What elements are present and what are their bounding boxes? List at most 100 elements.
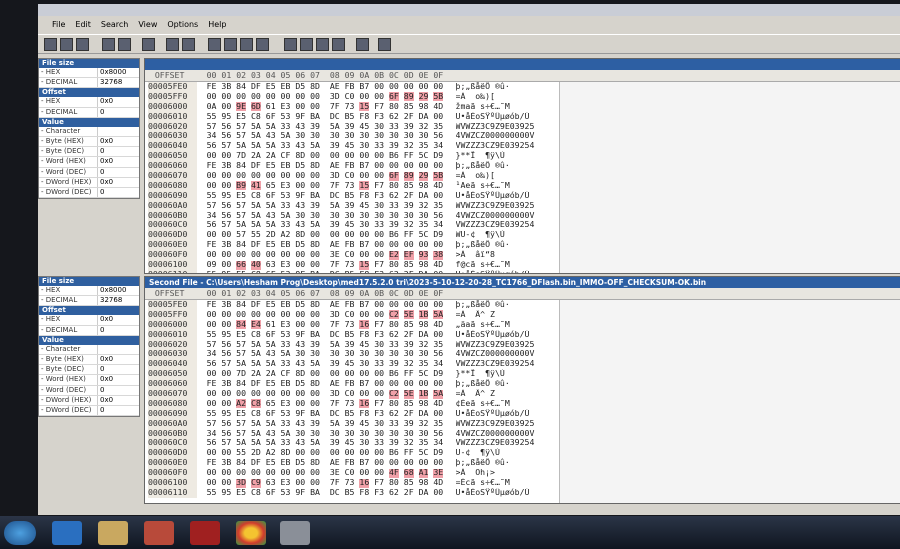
hex-bytes: 56 57 5A 5A 5A 33 43 5A 39 45 30 33 39 3… xyxy=(206,437,444,448)
tool-button[interactable] xyxy=(102,38,115,51)
info-value: 32768 xyxy=(97,296,139,306)
hex-row: 00005FE0 FE 3B 84 DF E5 EB D5 8D AE FB B7… xyxy=(145,81,900,92)
hex-bytes: 55 95 E5 C8 6F 53 9F BA DC B5 F8 F3 62 2… xyxy=(206,328,444,339)
ascii: WU-¢ ¶ÿ\Ù xyxy=(455,230,505,240)
diff-highlight xyxy=(236,399,247,409)
info-label: - Byte (HEX) xyxy=(41,136,84,145)
tool-button[interactable] xyxy=(44,38,57,51)
hex-row: 000060C0 56 57 5A 5A 5A 33 43 5A 39 45 30… xyxy=(145,437,900,449)
taskbar-icon[interactable] xyxy=(190,521,220,545)
offset: 00006030 xyxy=(147,349,198,360)
hex-row: 00006010 55 95 E5 C8 6F 53 9F BA DC B5 F8… xyxy=(145,111,900,122)
menu-item[interactable]: Edit xyxy=(75,20,91,29)
menu-item[interactable]: Help xyxy=(208,20,227,29)
offset: 00006020 xyxy=(147,339,198,350)
taskbar-icon[interactable] xyxy=(98,521,128,545)
hex-row: 00006070 00 00 00 00 00 00 00 00 3D C0 00… xyxy=(145,170,900,181)
tool-button[interactable] xyxy=(332,38,345,51)
tool-button[interactable] xyxy=(256,38,269,51)
column-label: 0C xyxy=(388,70,399,80)
tool-button[interactable] xyxy=(284,38,297,51)
info-row: - DECIMAL 0 xyxy=(39,325,139,336)
info-row: - DECIMAL 32768 xyxy=(39,78,139,89)
diff-highlight xyxy=(388,250,399,260)
info-row: - Character xyxy=(39,126,139,137)
taskbar-icon[interactable] xyxy=(52,521,82,545)
tool-button[interactable] xyxy=(60,38,73,51)
info-row: - Character xyxy=(39,344,139,355)
tool-button[interactable] xyxy=(356,38,369,51)
diff-highlight xyxy=(388,92,399,102)
diff-highlight xyxy=(388,310,399,320)
column-label: 04 xyxy=(265,70,276,80)
ascii: ¹Aeã s÷€…˜M xyxy=(455,180,510,190)
column-header: OFFSET 00 01 02 03 04 05 06 07 08 09 0A 0B 0C 0D 0E 0F xyxy=(145,288,900,300)
hex-row: 000060F0 00 00 00 00 00 00 00 00 3E C0 00… xyxy=(145,467,900,479)
diff-highlight xyxy=(433,250,444,260)
start-button[interactable] xyxy=(4,521,36,545)
taskbar-icon[interactable] xyxy=(144,521,174,545)
section-header: File size xyxy=(39,59,139,68)
column-label: 02 xyxy=(236,70,247,80)
tool-button[interactable] xyxy=(224,38,237,51)
info-label: - Byte (DEC) xyxy=(41,365,85,374)
diff-highlight xyxy=(250,260,261,270)
info-value: 0 xyxy=(97,325,139,335)
offset: 000060C0 xyxy=(147,220,198,231)
tool-button[interactable] xyxy=(166,38,179,51)
hex-compare-window: File Edit Search View Options Help File size -… xyxy=(38,4,900,515)
tool-button[interactable] xyxy=(378,38,391,51)
tool-button[interactable] xyxy=(182,38,195,51)
ascii: >À Oh¡> xyxy=(455,468,495,478)
tool-button[interactable] xyxy=(316,38,329,51)
tool-button[interactable] xyxy=(208,38,221,51)
offset: 00006000 xyxy=(147,319,198,330)
hex-bytes: 34 56 57 5A 43 5A 30 30 30 30 30 30 30 3… xyxy=(206,130,444,141)
hex-row: 00006000 0A 00 9E 6D 61 E3 00 00 7F 73 15… xyxy=(145,101,900,112)
offset: 00005FE0 xyxy=(147,81,198,92)
info-value: 0x0 xyxy=(97,354,139,365)
offset: 000060A0 xyxy=(147,418,198,429)
column-label: 0A xyxy=(359,70,370,80)
diff-highlight xyxy=(433,389,444,399)
hex-bytes: 34 56 57 5A 43 5A 30 30 30 30 30 30 30 3… xyxy=(206,209,444,220)
offset: 00006080 xyxy=(147,180,198,191)
hex-row: 00006040 56 57 5A 5A 5A 33 43 5A 39 45 30… xyxy=(145,358,900,370)
offset: 00006050 xyxy=(147,150,198,162)
tool-button[interactable] xyxy=(76,38,89,51)
pane-body: OFFSET 00 01 02 03 04 05 06 07 08 09 0A 0B 0C 0D 0E 0F 00… xyxy=(145,70,900,273)
tool-button[interactable] xyxy=(300,38,313,51)
diff-highlight xyxy=(236,320,247,330)
taskbar-icon[interactable] xyxy=(236,521,266,545)
hex-bytes: 57 56 57 5A 5A 33 43 39 5A 39 45 30 33 3… xyxy=(206,338,444,349)
diff-highlight xyxy=(359,260,370,270)
ascii: „äaã s÷€…˜M xyxy=(455,319,510,329)
menu-item[interactable]: Options xyxy=(167,20,199,29)
ascii: f@cã s÷€…˜M xyxy=(455,260,510,270)
hex-row: 00006110 55 95 E5 C8 6F 53 9F BA DC B5 F8… xyxy=(145,487,900,498)
menu-item[interactable]: View xyxy=(138,20,158,29)
tool-button[interactable] xyxy=(240,38,253,51)
hex-row: 000060B0 34 56 57 5A 43 5A 30 30 30 30 30… xyxy=(145,209,900,221)
menu-item[interactable]: File xyxy=(52,20,66,29)
hex-row: 000060B0 34 56 57 5A 43 5A 30 30 30 30 30… xyxy=(145,428,900,439)
section-header: File size xyxy=(39,277,139,286)
ascii: VWZZZ3CZ9E039254 xyxy=(455,141,535,151)
diff-highlight xyxy=(236,102,247,112)
hex-bytes: 00 00 00 00 00 00 00 00 3E C0 00 00 4F 6… xyxy=(206,467,444,478)
diff-highlight xyxy=(359,320,370,330)
offset: 000060E0 xyxy=(147,239,198,251)
offset: 000060D0 xyxy=(147,447,198,459)
hex-bytes: 57 56 57 5A 5A 33 43 39 5A 39 45 30 33 3… xyxy=(206,120,444,131)
column-label: 05 xyxy=(280,288,291,298)
tool-button[interactable] xyxy=(142,38,155,51)
section-header: Offset xyxy=(39,88,139,98)
tool-button[interactable] xyxy=(118,38,131,51)
menu-item[interactable]: Search xyxy=(100,20,129,29)
hex-row: 00006050 00 00 7D 2A 2A CF 8D 00 00 00 00… xyxy=(145,150,900,162)
info-value: 0 xyxy=(97,187,139,198)
taskbar-icon[interactable] xyxy=(280,521,310,545)
hex-row: 00005FE0 FE 3B 84 DF E5 EB D5 8D AE FB B7… xyxy=(145,299,900,310)
offset: 00006080 xyxy=(147,398,198,409)
info-row: - Word (DEC) 0 xyxy=(39,167,139,178)
